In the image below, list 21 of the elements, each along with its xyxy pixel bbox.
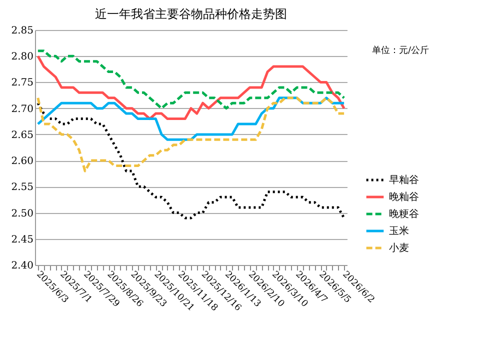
y-tick-label: 2.40 (11, 260, 34, 272)
y-tick-label: 2.60 (11, 156, 34, 168)
line-series (36, 96, 346, 172)
legend-label: 早籼谷 (389, 174, 419, 186)
legend-label: 小麦 (389, 242, 409, 254)
y-tick-label: 2.75 (11, 78, 34, 89)
text: 单位：元/公斤 (372, 45, 430, 56)
legend-label: 玉米 (389, 225, 409, 237)
line-series (36, 50, 346, 110)
y-tick-label: 2.85 (11, 26, 34, 36)
y-tick-label: 2.70 (11, 104, 34, 115)
legend-label: 晚籼谷 (389, 191, 419, 203)
chart-title: 近一年我省主要谷物品种价格走势图 (95, 7, 287, 21)
line-series (36, 102, 346, 220)
y-tick-label: 2.80 (11, 52, 34, 63)
y-tick-label: 2.45 (11, 234, 34, 246)
legend-label: 晚粳谷 (389, 208, 419, 220)
y-tick-label: 2.65 (11, 130, 34, 141)
y-tick-label: 2.55 (11, 182, 34, 194)
y-tick-label: 2.50 (11, 208, 34, 220)
line-series (36, 54, 346, 120)
